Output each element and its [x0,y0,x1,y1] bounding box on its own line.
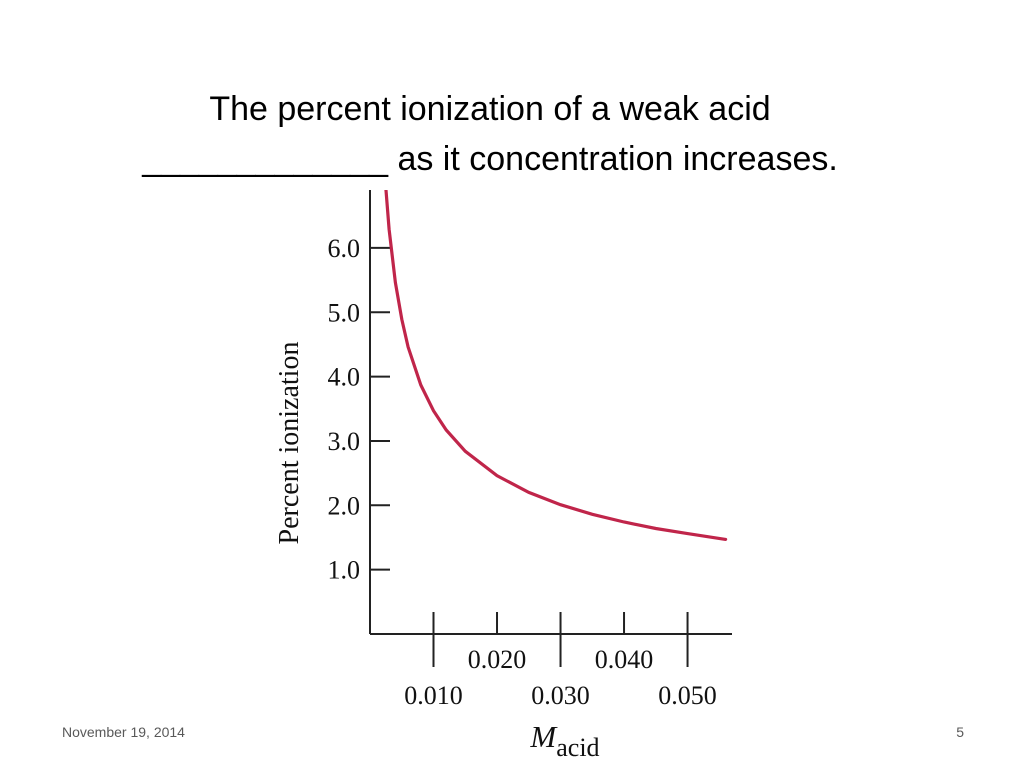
x-tick-label: 0.020 [468,645,527,674]
ionization-curve [384,190,728,541]
y-axis-label: Percent ionization [274,342,305,545]
y-tick-label: 1.0 [328,556,361,585]
title-line-2: _____________ as it concentration increa… [142,140,838,178]
x-tick-label: 0.040 [595,645,654,674]
title-line-1: The percent ionization of a weak acid [209,90,771,128]
y-tick-label: 4.0 [328,363,361,392]
x-axis-label-sub: acid [556,733,599,762]
slide-title: The percent ionization of a weak acid __… [60,84,920,184]
y-tick-label: 3.0 [328,427,361,456]
x-axis-label-main: M [529,719,558,754]
x-axis-label: Macid [529,719,599,762]
x-tick-label: 0.050 [658,681,717,710]
y-ticks: 1.0 2.0 3.0 4.0 5.0 6.0 [328,234,390,585]
x-tick-label: 0.010 [404,681,463,710]
y-tick-label: 2.0 [328,491,361,520]
slide-number: 5 [956,724,964,740]
x-tick-label: 0.030 [531,681,590,710]
y-tick-label: 6.0 [328,234,361,263]
y-tick-label: 5.0 [328,298,361,327]
footer-date: November 19, 2014 [62,724,185,740]
